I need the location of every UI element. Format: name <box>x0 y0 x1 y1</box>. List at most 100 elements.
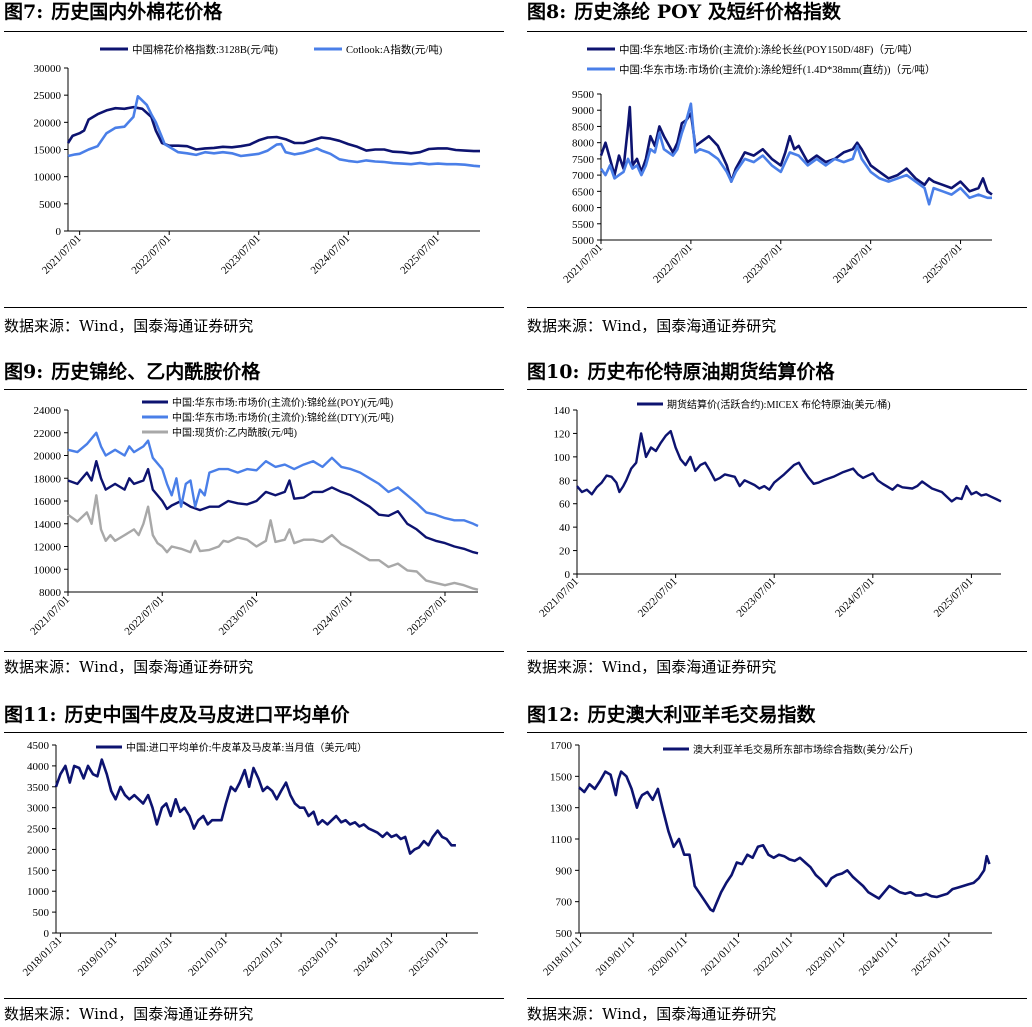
y-tick-label: 6500 <box>572 186 595 198</box>
panel-fig9: 图9: 历史锦纶、乙内酰胺价格 8000 10000 12000 14000 16000 1… <box>4 360 504 680</box>
legend-label: 中国:华东市场:市场价(主流价):涤纶短纤(1.4D*38mm(直纺))（元/吨… <box>619 63 935 76</box>
legend-label: 中国棉花价格指数:3128B(元/吨) <box>132 43 278 56</box>
y-tick-label: 500 <box>33 907 50 919</box>
x-tick-label: 2025/07/01 <box>921 242 965 286</box>
x-tick-label: 2025/07/01 <box>398 233 442 277</box>
source-rule <box>527 307 1027 308</box>
y-tick-label: 700 <box>556 897 573 909</box>
y-tick-label: 4500 <box>27 740 50 752</box>
x-tick-label: 2021/01/31 <box>186 935 230 979</box>
chart-title: 图10: 历史布伦特原油期货结算价格 <box>527 360 1027 386</box>
x-tick-label: 2023/07/01 <box>219 233 263 277</box>
title-rule <box>527 31 1027 32</box>
y-tick-label: 7500 <box>572 154 595 166</box>
y-tick-label: 0 <box>56 226 62 238</box>
source-note: 数据来源：Wind，国泰海通证券研究 <box>527 658 777 676</box>
x-tick-label: 2022/01/11 <box>752 935 796 979</box>
y-tick-label: 10000 <box>34 564 62 576</box>
y-tick-label: 30000 <box>34 63 62 75</box>
y-tick-label: 5500 <box>572 219 595 231</box>
series-line <box>578 770 991 913</box>
x-tick-label: 2019/01/31 <box>76 935 120 979</box>
series-line <box>67 431 479 528</box>
y-tick-label: 3500 <box>27 782 50 794</box>
y-tick-label: 0 <box>565 569 571 581</box>
y-tick-label: 3000 <box>27 803 50 815</box>
series-line <box>599 105 993 196</box>
figure-title: 历史中国牛皮及马皮进口平均单价 <box>64 704 350 726</box>
y-tick-label: 5000 <box>572 235 595 247</box>
chart-title: 图8: 历史涤纶 POY 及短纤价格指数 <box>527 0 1027 26</box>
x-tick-label: 2022/07/01 <box>122 594 166 638</box>
chart-fig7: 0 5000 10000 15000 20000 25000 30000 2021/07/01… <box>34 43 481 277</box>
chart-title: 图7: 历史国内外棉花价格 <box>4 0 504 26</box>
chart-fig8: 5000 5500 6000 6500 7000 7500 8000 8500 9000 9500… <box>561 43 993 286</box>
source-note: 数据来源：Wind，国泰海通证券研究 <box>4 317 254 335</box>
x-tick-label: 2024/07/01 <box>309 233 353 277</box>
series-line <box>67 494 479 591</box>
y-tick-label: 9500 <box>572 89 595 101</box>
y-tick-label: 20000 <box>34 117 62 129</box>
y-tick-label: 1000 <box>27 886 50 898</box>
figure-title: 历史国内外棉花价格 <box>51 1 223 23</box>
y-tick-label: 16000 <box>34 496 62 508</box>
figure-title: 历史涤纶 POY 及短纤价格指数 <box>574 1 841 23</box>
source-rule <box>4 307 504 308</box>
y-tick-label: 24000 <box>34 405 62 417</box>
series-line <box>599 102 992 206</box>
x-tick-label: 2018/01/31 <box>21 935 65 979</box>
series-line <box>67 460 479 555</box>
chart-title: 图11: 历史中国牛皮及马皮进口平均单价 <box>4 703 504 729</box>
source-rule <box>4 651 504 652</box>
chart-fig12: 500 700 900 1100 1300 1500 1700 2018/01/11 2019/… <box>541 740 992 979</box>
x-tick-label: 2024/07/01 <box>833 576 877 620</box>
y-tick-label: 900 <box>556 865 573 877</box>
figure-number: 图8: <box>527 1 567 23</box>
y-tick-label: 500 <box>556 928 573 940</box>
title-rule <box>527 732 1027 733</box>
y-tick-label: 8500 <box>572 121 595 133</box>
panel-fig11: 图11: 历史中国牛皮及马皮进口平均单价 0 500 1000 1500 2000 2500… <box>4 703 504 1025</box>
title-rule <box>527 389 1027 390</box>
y-tick-label: 12000 <box>34 542 62 554</box>
x-tick-label: 2025/01/31 <box>407 935 451 979</box>
figure-number: 图7: <box>4 1 44 23</box>
y-tick-label: 8000 <box>572 138 595 150</box>
y-tick-label: 15000 <box>34 145 62 157</box>
figure-number: 图12: <box>527 704 580 726</box>
source-note: 数据来源：Wind，国泰海通证券研究 <box>4 1005 254 1023</box>
chart-title: 图9: 历史锦纶、乙内酰胺价格 <box>4 360 504 386</box>
y-tick-label: 1100 <box>550 834 572 846</box>
legend-label: 中国:进口平均单价:牛皮革及马皮革:当月值（美元/吨） <box>126 741 367 754</box>
y-tick-label: 2500 <box>27 824 50 836</box>
legend-label: 中国:现货价:乙内酰胺(元/吨) <box>172 426 297 439</box>
x-tick-label: 2021/07/01 <box>561 242 605 286</box>
x-tick-label: 2024/01/11 <box>857 935 901 979</box>
legend-label: 中国:华东市场:市场价(主流价):锦纶丝(POY)(元/吨) <box>172 396 393 409</box>
y-tick-label: 100 <box>554 452 571 464</box>
panel-fig8: 图8: 历史涤纶 POY 及短纤价格指数 5000 5500 6000 6500 7000… <box>527 0 1027 340</box>
legend-label: Cotlook:A指数(元/吨) <box>346 43 443 56</box>
figure-number: 图10: <box>527 361 580 383</box>
x-tick-label: 2021/07/01 <box>537 576 581 620</box>
x-tick-label: 2023/01/11 <box>804 935 848 979</box>
x-tick-label: 2018/01/11 <box>541 935 585 979</box>
y-tick-label: 20 <box>559 546 571 558</box>
title-rule <box>4 31 504 32</box>
source-note: 数据来源：Wind，国泰海通证券研究 <box>527 1005 777 1023</box>
x-tick-label: 2022/07/01 <box>636 576 680 620</box>
y-tick-label: 20000 <box>34 451 62 463</box>
legend-label: 中国:华东市场:市场价(主流价):锦纶丝(DTY)(元/吨) <box>172 411 394 424</box>
figure-title: 历史澳大利亚羊毛交易指数 <box>587 704 816 726</box>
y-tick-label: 22000 <box>34 428 62 440</box>
source-note: 数据来源：Wind，国泰海通证券研究 <box>4 658 254 676</box>
y-tick-label: 1500 <box>550 771 573 783</box>
y-tick-label: 60 <box>559 499 571 511</box>
x-tick-label: 2023/07/01 <box>217 594 261 638</box>
y-tick-label: 80 <box>559 475 571 487</box>
x-tick-label: 2020/01/11 <box>646 935 690 979</box>
panel-fig7: 图7: 历史国内外棉花价格 0 5000 10000 15000 20000 25000 30… <box>4 0 504 340</box>
y-tick-label: 0 <box>44 928 50 940</box>
panel-fig12: 图12: 历史澳大利亚羊毛交易指数 500 700 900 1100 1300 1500 17… <box>527 703 1027 1025</box>
y-tick-label: 18000 <box>34 473 62 485</box>
